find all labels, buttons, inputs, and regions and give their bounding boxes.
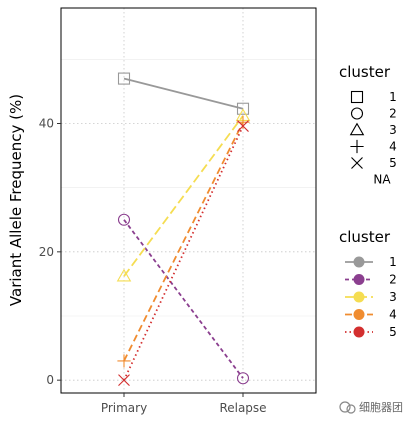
legend-color-title: cluster xyxy=(339,228,391,246)
series-line-4 xyxy=(123,121,244,362)
series-line-3 xyxy=(123,115,244,277)
y-tick-label: 0 xyxy=(46,373,54,387)
legend-shape-title: cluster xyxy=(339,63,391,81)
legend-color-dot xyxy=(353,256,365,268)
legend-color-label: 5 xyxy=(389,325,397,339)
data-point xyxy=(117,354,131,368)
legend-shape-key xyxy=(351,157,363,169)
series-2 xyxy=(123,219,244,379)
series-5 xyxy=(123,125,244,381)
data-point xyxy=(117,213,131,226)
series-4 xyxy=(123,121,244,362)
legend-shape-key xyxy=(350,90,364,104)
legend-shape-label: 2 xyxy=(389,107,397,121)
data-point xyxy=(237,120,249,132)
panel-background xyxy=(61,8,316,393)
data-point xyxy=(236,372,250,385)
legend-color: cluster 1 2 3 4 5 xyxy=(339,228,397,339)
series-points-5 xyxy=(118,120,249,387)
watermark-icon xyxy=(339,401,351,413)
legend-color-dot xyxy=(353,309,365,320)
panel-border xyxy=(60,7,317,394)
legend-shape-key xyxy=(350,107,364,120)
y-tick-label: 40 xyxy=(39,117,54,131)
series-1 xyxy=(123,77,244,110)
series-points-1 xyxy=(117,72,250,115)
series-3 xyxy=(123,115,244,277)
legend-color-label: 4 xyxy=(389,308,397,322)
legend-color-dot xyxy=(353,274,365,285)
legend-color-dot xyxy=(353,326,365,338)
data-point xyxy=(116,268,132,282)
watermark-icon-2 xyxy=(346,404,356,414)
series-line-5 xyxy=(123,125,244,381)
data-point xyxy=(236,102,250,115)
x-tick-label: Relapse xyxy=(219,401,266,415)
legend-shape-key xyxy=(350,139,364,154)
legend-shape-label: 4 xyxy=(389,140,397,154)
legend-shape-label: 5 xyxy=(389,156,397,170)
series-line-1 xyxy=(123,77,244,110)
data-point xyxy=(118,374,130,387)
series-points-2 xyxy=(117,213,250,385)
legend-shape-key xyxy=(349,122,365,136)
legend-color-label: 2 xyxy=(389,273,397,287)
legend-shape: cluster 1 2 3 4 5 NA xyxy=(339,63,397,187)
axis-layer: 0 20 40 Primary Relapse xyxy=(39,117,267,416)
legend-color-dot xyxy=(353,291,365,303)
watermark: 细胞器团 xyxy=(339,401,403,414)
series-line-2 xyxy=(123,219,244,379)
legend-color-label: 1 xyxy=(389,255,397,269)
grid-layer xyxy=(61,8,316,393)
legend-shape-label: NA xyxy=(373,173,391,187)
data-point xyxy=(117,72,131,85)
y-tick-label: 20 xyxy=(39,245,54,259)
legend-color-label: 3 xyxy=(389,290,397,304)
series-layer xyxy=(116,72,251,387)
legend-shape-label: 1 xyxy=(389,90,397,104)
y-axis-title: Variant Allele Frequency (%) xyxy=(7,94,25,306)
legend-shape-label: 3 xyxy=(389,123,397,137)
watermark-text: 细胞器团 xyxy=(359,401,403,414)
x-tick-label: Primary xyxy=(101,401,147,415)
